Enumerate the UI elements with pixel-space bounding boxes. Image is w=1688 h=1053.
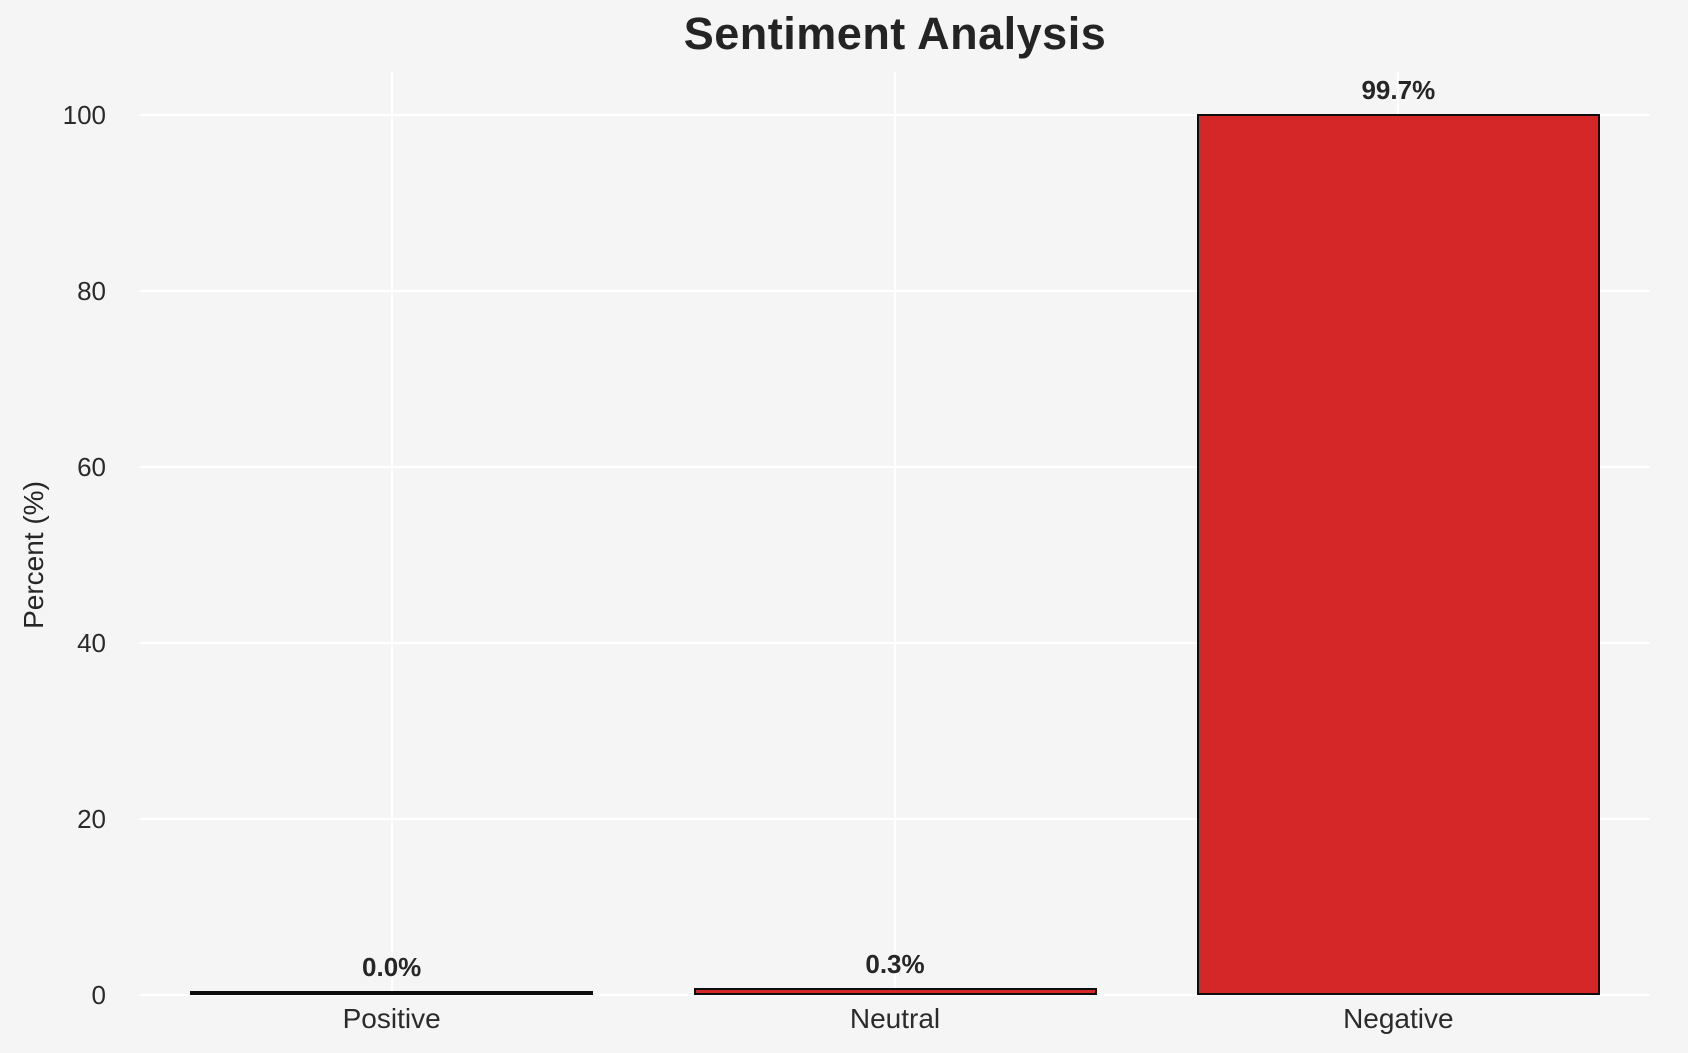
bar-positive (190, 991, 594, 995)
y-tick-label-0: 0 (91, 980, 106, 1010)
x-tick-label-neutral: Neutral (849, 1003, 941, 1034)
value-label-neutral: 0.3% (865, 949, 925, 980)
plot-area: 0.0% Positive 0.3% Neutral 99.7% Negative (140, 72, 1650, 1034)
value-label-negative: 99.7% (1361, 74, 1436, 105)
y-tick-label-40: 40 (77, 628, 106, 658)
gridline-y-0 (140, 994, 1650, 996)
y-tick-label-20: 20 (77, 804, 106, 834)
y-tick-label-80: 80 (77, 276, 106, 306)
bar-neutral (693, 988, 1097, 995)
x-tick-label-positive: Positive (342, 1003, 441, 1034)
chart-title: Sentiment Analysis (683, 8, 1107, 59)
gridline-x-positive (390, 72, 393, 995)
y-tick-label-60: 60 (77, 452, 106, 482)
y-tick-label-100: 100 (62, 100, 106, 130)
value-label-positive: 0.0% (362, 952, 422, 982)
x-tick-label-negative: Negative (1343, 1003, 1454, 1034)
y-axis-label: Percent (%) (18, 481, 49, 629)
bar-negative (1196, 113, 1600, 995)
gridline-x-neutral (894, 72, 896, 995)
